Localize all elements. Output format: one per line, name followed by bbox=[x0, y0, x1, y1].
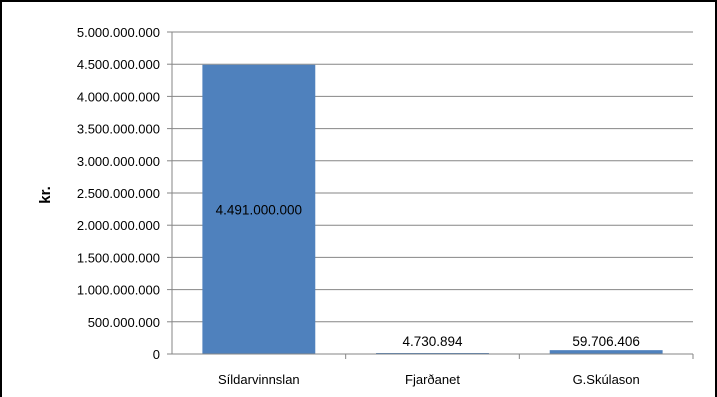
x-tick-label: G.Skúlason bbox=[573, 372, 640, 387]
y-tick-label: 4.000.000.000 bbox=[77, 89, 160, 104]
y-tick-label: 4.500.000.000 bbox=[77, 57, 160, 72]
y-tick-label: 0 bbox=[153, 347, 160, 362]
y-tick-label: 500.000.000 bbox=[88, 315, 160, 330]
y-tick-label: 3.500.000.000 bbox=[77, 122, 160, 137]
y-tick-label: 1.500.000.000 bbox=[77, 250, 160, 265]
y-tick-label: 5.000.000.000 bbox=[77, 25, 160, 40]
y-tick-label: 1.000.000.000 bbox=[77, 283, 160, 298]
x-tick-label: Fjarðanet bbox=[405, 372, 460, 387]
bar bbox=[549, 350, 663, 354]
y-axis-ticks: 0 500.000.000 1.000.000.000 1.500.000.000 2.… bbox=[77, 25, 160, 362]
y-tick-label: 2.500.000.000 bbox=[77, 186, 160, 201]
x-tick-label: Síldarvinnslan bbox=[218, 372, 300, 387]
bars bbox=[202, 64, 663, 354]
y-tick-label: 2.000.000.000 bbox=[77, 218, 160, 233]
data-label: 59.706.406 bbox=[572, 334, 640, 349]
data-label: 4.491.000.000 bbox=[216, 202, 302, 217]
y-tick-label: 3.000.000.000 bbox=[77, 154, 160, 169]
data-label: 4.730.894 bbox=[402, 334, 463, 349]
y-axis-label: kr. bbox=[37, 186, 54, 204]
x-axis-ticks: Síldarvinnslan Fjarðanet G.Skúlason bbox=[172, 353, 694, 387]
data-labels: 4.491.000.000 4.730.894 59.706.406 bbox=[216, 202, 640, 349]
bar bbox=[202, 64, 316, 354]
